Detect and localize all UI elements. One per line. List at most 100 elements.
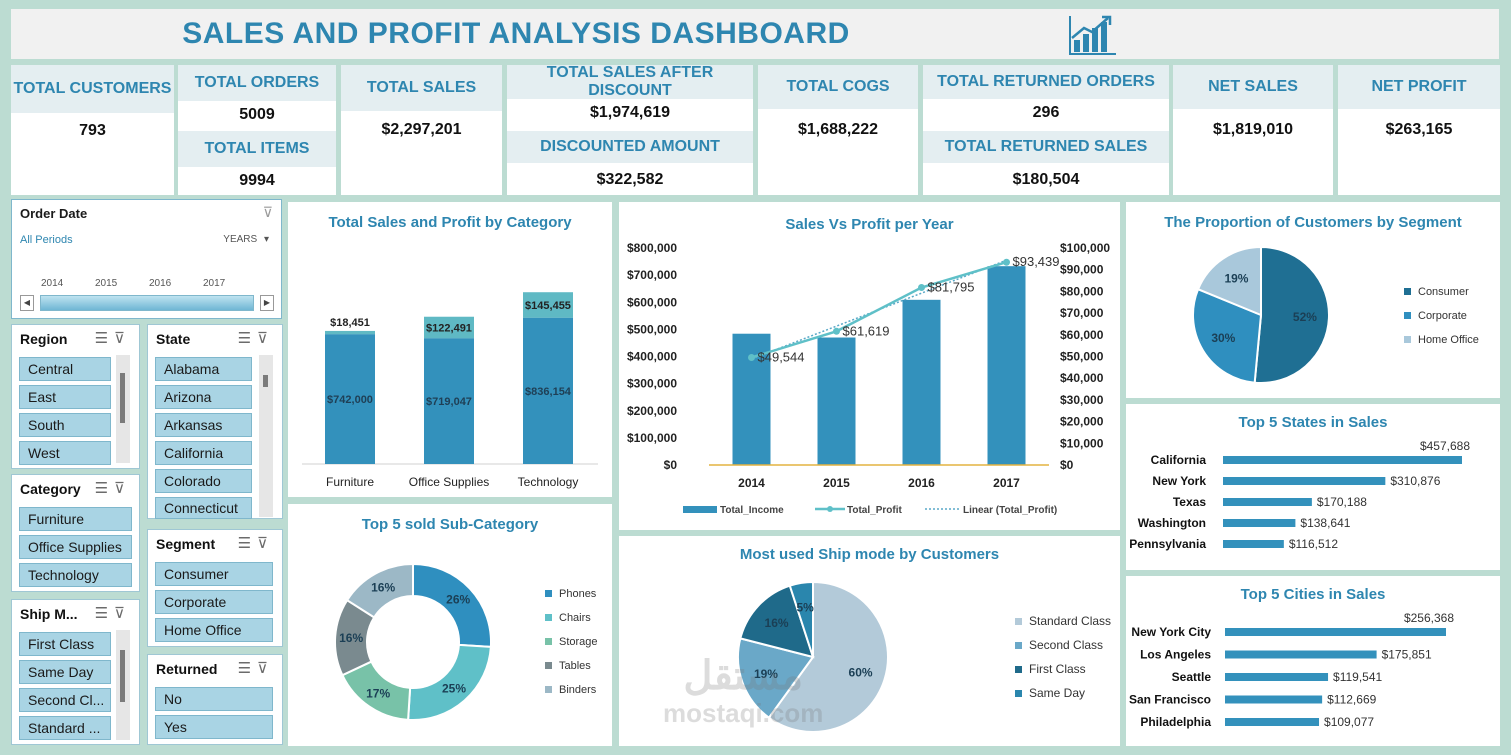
slicer-item-south[interactable]: South bbox=[19, 413, 111, 437]
slicer-item-standard-class[interactable]: Standard ... bbox=[19, 716, 111, 740]
kpi-label: TOTAL RETURNED SALES bbox=[923, 131, 1169, 163]
bar bbox=[1223, 477, 1386, 485]
clear-filter-icon[interactable]: ⊽ bbox=[257, 535, 274, 552]
data-label: $310,876 bbox=[1390, 474, 1440, 488]
cities-chart-panel: Top 5 Cities in Sales New York City $256,… bbox=[1126, 576, 1500, 746]
multi-select-icon[interactable]: ☰ bbox=[237, 330, 258, 347]
kpi-label: TOTAL SALES AFTER DISCOUNT bbox=[507, 64, 753, 99]
slicer-item-east[interactable]: East bbox=[19, 385, 111, 409]
legend-label: Home Office bbox=[1418, 334, 1479, 346]
top-states-bar-chart: California $457,688 New York $310,876 Texas $… bbox=[1129, 439, 1470, 551]
legend-label: Consumer bbox=[1418, 286, 1469, 298]
kpi-total-cogs: TOTAL COGS $1,688,222 bbox=[758, 65, 918, 195]
data-label: 16% bbox=[371, 581, 395, 595]
data-label: $457,688 bbox=[1420, 439, 1470, 453]
legend-swatch bbox=[1404, 288, 1411, 295]
scrollbar-thumb[interactable] bbox=[120, 650, 125, 702]
clear-filter-icon[interactable]: ⊽ bbox=[114, 605, 131, 622]
y2-tick-label: $90,000 bbox=[1060, 263, 1104, 277]
slicer-item-corporate[interactable]: Corporate bbox=[155, 590, 273, 614]
kpi-label: TOTAL ITEMS bbox=[178, 131, 336, 167]
scroll-right-button[interactable]: ▶ bbox=[260, 295, 274, 311]
legend-swatch bbox=[1015, 666, 1022, 673]
kpi-label: NET SALES bbox=[1173, 65, 1333, 109]
data-label: $145,455 bbox=[525, 300, 571, 312]
subcategory-donut-chart: 26% 25% 17% 16% 16% Phones Chairs Storage Tables… bbox=[334, 562, 598, 721]
data-label: $93,439 bbox=[1013, 254, 1060, 269]
scrollbar[interactable] bbox=[116, 630, 130, 740]
legend-swatch bbox=[1015, 618, 1022, 625]
multi-select-icon[interactable]: ☰ bbox=[237, 535, 258, 552]
data-label: $116,512 bbox=[1289, 537, 1338, 551]
slicer-item-arkansas[interactable]: Arkansas bbox=[155, 413, 252, 437]
timeline-period: All Periods bbox=[20, 234, 73, 246]
slicer-item-consumer[interactable]: Consumer bbox=[155, 562, 273, 586]
data-label: $256,368 bbox=[1404, 611, 1454, 625]
timeline-year[interactable]: 2016 bbox=[149, 278, 172, 289]
y-tick-label: $600,000 bbox=[627, 295, 677, 309]
clear-filter-icon[interactable]: ⊽ bbox=[114, 330, 131, 347]
data-label: $175,851 bbox=[1382, 648, 1432, 662]
clear-filter-icon[interactable]: ⊽ bbox=[257, 330, 274, 347]
multi-select-icon[interactable]: ☰ bbox=[237, 660, 258, 677]
slicer-item-second-class[interactable]: Second Cl... bbox=[19, 688, 111, 712]
scrollbar[interactable] bbox=[259, 355, 273, 517]
scrollbar-thumb[interactable] bbox=[263, 375, 268, 387]
timeline-year[interactable]: 2017 bbox=[203, 278, 226, 289]
chart-title: Top 5 Cities in Sales bbox=[1240, 586, 1386, 603]
category-label: California bbox=[1151, 453, 1207, 467]
kpi-value: $2,297,201 bbox=[381, 121, 462, 138]
category-chart-panel: Total Sales and Profit by Category $742,… bbox=[288, 202, 612, 497]
timeline-level-dropdown[interactable]: YEARS ▾ bbox=[223, 234, 269, 245]
multi-select-icon[interactable]: ☰ bbox=[94, 330, 115, 347]
bar-sales bbox=[325, 334, 375, 464]
order-date-timeline[interactable]: Order Date ⊽ All Periods YEARS ▾ 2014 20… bbox=[11, 199, 282, 319]
watermark-arabic: مستقل bbox=[683, 654, 804, 698]
slicer-item-furniture[interactable]: Furniture bbox=[19, 507, 132, 531]
y-tick-label: $500,000 bbox=[627, 322, 677, 336]
category-label: 2014 bbox=[738, 476, 765, 490]
y2-tick-label: $40,000 bbox=[1060, 371, 1104, 385]
clear-filter-icon[interactable]: ⊽ bbox=[262, 204, 273, 220]
slicer-item-colorado[interactable]: Colorado bbox=[155, 469, 252, 493]
y2-tick-label: $70,000 bbox=[1060, 306, 1104, 320]
slicer-item-home-office[interactable]: Home Office bbox=[155, 618, 273, 642]
kpi-label: TOTAL ORDERS bbox=[178, 65, 336, 101]
kpi-label: TOTAL SALES bbox=[341, 65, 502, 111]
legend-swatch bbox=[545, 638, 552, 645]
scroll-left-button[interactable]: ◀ bbox=[20, 295, 34, 311]
watermark-latin: mostaqi.com bbox=[663, 698, 824, 728]
timeline-level: YEARS bbox=[223, 234, 258, 245]
data-label: $49,544 bbox=[758, 349, 805, 364]
scrollbar-thumb[interactable] bbox=[120, 373, 125, 423]
timeline-year[interactable]: 2014 bbox=[41, 278, 64, 289]
slicer-item-first-class[interactable]: First Class bbox=[19, 632, 111, 656]
category-slicer: Category ☰⊽ Furniture Office Supplies Te… bbox=[11, 474, 140, 592]
slicer-item-california[interactable]: California bbox=[155, 441, 252, 465]
sales-vs-profit-combo-chart: $800,000 $700,000 $600,000 $500,000 $400,000… bbox=[627, 241, 1110, 516]
category-label: Pennsylvania bbox=[1129, 537, 1206, 551]
slicer-item-arizona[interactable]: Arizona bbox=[155, 385, 252, 409]
data-label: 60% bbox=[849, 665, 873, 679]
legend-swatch bbox=[683, 506, 717, 513]
scrollbar[interactable] bbox=[116, 355, 130, 463]
slicer-item-connecticut[interactable]: Connecticut bbox=[155, 497, 252, 519]
slicer-item-technology[interactable]: Technology bbox=[19, 563, 132, 587]
timeline-bar[interactable] bbox=[40, 295, 254, 311]
slicer-item-same-day[interactable]: Same Day bbox=[19, 660, 111, 684]
clear-filter-icon[interactable]: ⊽ bbox=[257, 660, 274, 677]
slicer-item-yes[interactable]: Yes bbox=[155, 715, 273, 739]
slicer-item-alabama[interactable]: Alabama bbox=[155, 357, 252, 381]
multi-select-icon[interactable]: ☰ bbox=[94, 605, 115, 622]
timeline-year[interactable]: 2015 bbox=[95, 278, 118, 289]
bar bbox=[1223, 540, 1284, 548]
y2-tick-label: $60,000 bbox=[1060, 328, 1104, 342]
dashboard-header: SALES AND PROFIT ANALYSIS DASHBOARD bbox=[11, 9, 1499, 59]
slicer-item-office-supplies[interactable]: Office Supplies bbox=[19, 535, 132, 559]
slicer-item-west[interactable]: West bbox=[19, 441, 111, 465]
segment-chart-panel: The Proportion of Customers by Segment 5… bbox=[1126, 202, 1500, 398]
slicer-item-no[interactable]: No bbox=[155, 687, 273, 711]
multi-select-icon[interactable]: ☰ bbox=[94, 480, 115, 497]
clear-filter-icon[interactable]: ⊽ bbox=[114, 480, 131, 497]
slicer-item-central[interactable]: Central bbox=[19, 357, 111, 381]
